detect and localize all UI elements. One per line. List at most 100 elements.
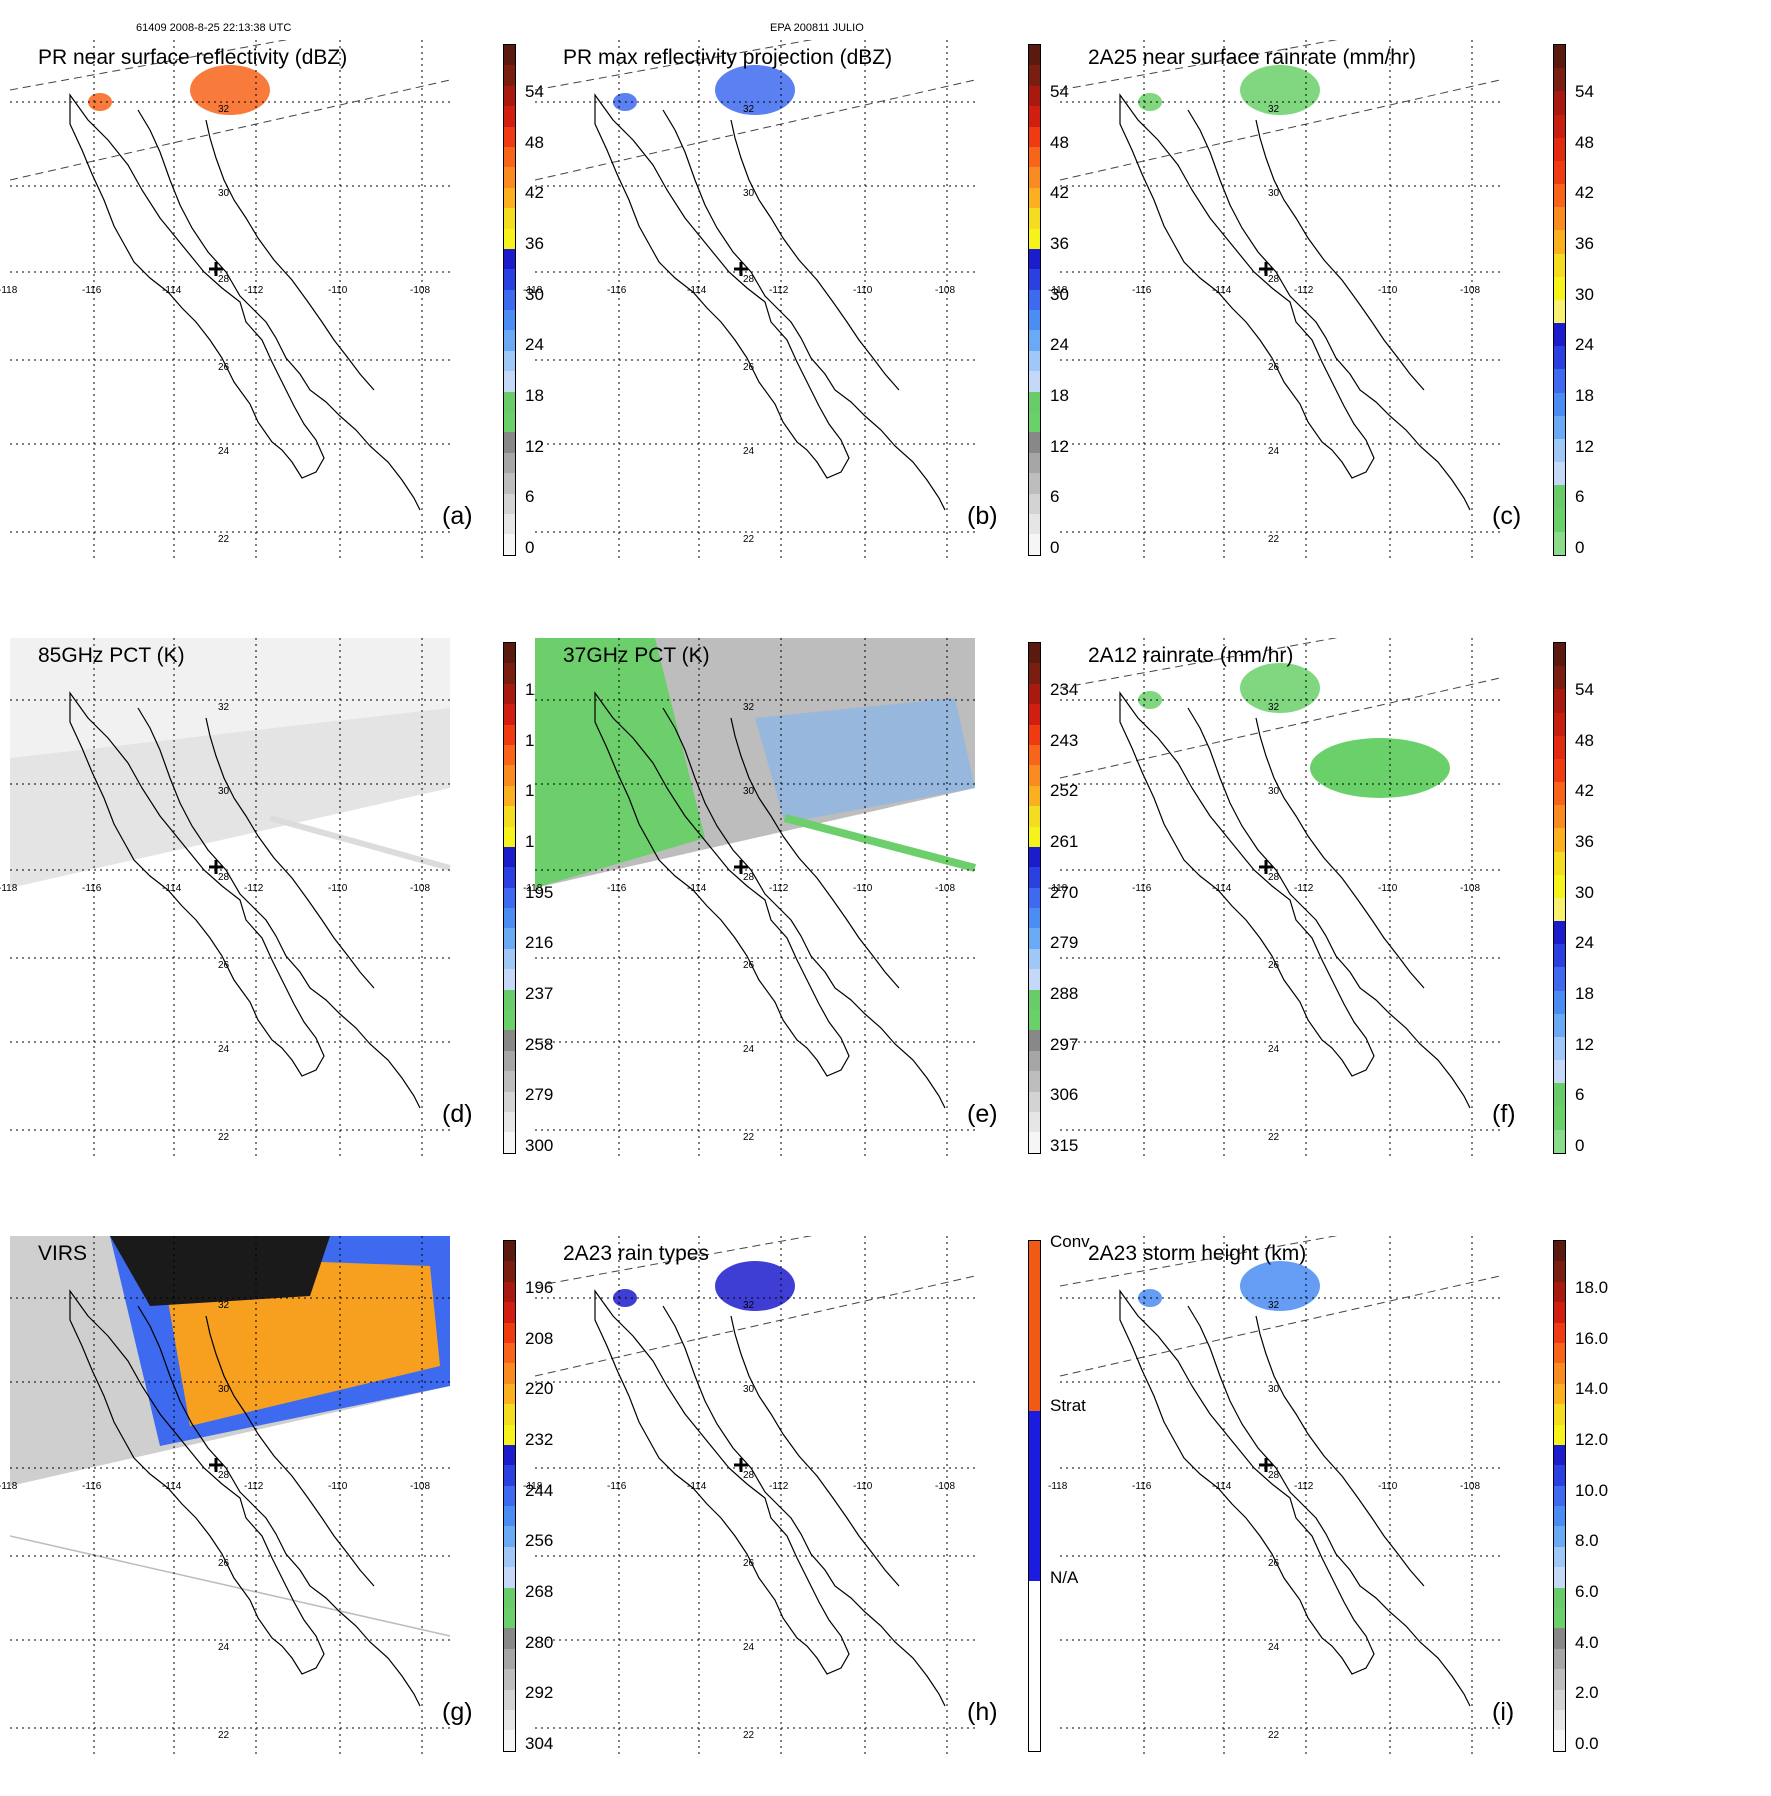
colorbar-segment <box>1554 299 1565 324</box>
lat-label: 32 <box>1268 1300 1280 1311</box>
colorbar-tick: N/A <box>1050 1568 1079 1587</box>
lon-label: -108 <box>935 1481 956 1492</box>
colorbar-tick: 195 <box>525 882 554 902</box>
colorbar-tick: 297 <box>1050 1034 1079 1054</box>
colorbar-ticks: 54 48 42 36 30 24 18 12 6 0 <box>1575 638 1625 1158</box>
colorbar-segment <box>1554 666 1565 690</box>
panel-label: (f) <box>1492 1100 1516 1128</box>
colorbar-tick: 12.0 <box>1575 1430 1609 1449</box>
colorbar-segment <box>1554 689 1565 713</box>
colorbar-segment <box>1554 1404 1565 1425</box>
colorbar-segment <box>1554 160 1565 185</box>
panel-title: 2A12 rainrate (mm/hr) <box>1088 644 1294 667</box>
colorbar-segment <box>1554 1546 1565 1568</box>
colorbar-segment <box>1554 1302 1565 1323</box>
colorbar-segment <box>1029 969 1040 990</box>
colorbar-segment <box>504 1587 515 1609</box>
map-canvas <box>10 1236 451 1756</box>
lon-label: -108 <box>410 285 431 296</box>
colorbar-segment <box>1029 704 1040 725</box>
lon-label: -118 <box>1048 883 1068 894</box>
colorbar-segment <box>504 208 515 229</box>
colorbar-segment <box>1029 1581 1040 1751</box>
colorbar-tick: 54 <box>1050 82 1069 101</box>
colorbar-segment <box>1554 137 1565 161</box>
colorbar-segment <box>1029 126 1040 147</box>
colorbar-segment <box>504 846 515 868</box>
map-c <box>1060 40 1550 560</box>
colorbar-ticks: Conv Strat N/A <box>1050 1232 1100 1756</box>
colorbar-tick: 24 <box>1575 933 1594 953</box>
lon-label: -112 <box>769 1481 789 1492</box>
lon-label: -114 <box>162 1481 182 1492</box>
lat-label: 28 <box>218 274 230 285</box>
colorbar-tick: 0 <box>1050 538 1060 557</box>
colorbar-tick: 18 <box>1575 386 1594 405</box>
colorbar-segment <box>504 1132 515 1153</box>
lat-label: 26 <box>743 362 755 373</box>
lat-label: 28 <box>1268 872 1280 883</box>
colorbar-segment <box>1554 851 1565 875</box>
lat-label: 26 <box>743 1558 755 1569</box>
colorbar-segment <box>1554 253 1565 277</box>
colorbar-segment <box>1554 1730 1565 1751</box>
lon-label: -108 <box>410 883 431 894</box>
colorbar-segment <box>504 1404 515 1425</box>
colorbar-segment <box>1029 806 1040 827</box>
colorbar-segment <box>1029 643 1040 664</box>
colorbar-tick: 6 <box>1575 1085 1585 1105</box>
colorbar-segment <box>1554 874 1565 898</box>
colorbar-segment <box>1029 1010 1040 1031</box>
colorbar-segment <box>1029 1411 1040 1581</box>
map-canvas <box>1060 1236 1501 1756</box>
map-i <box>1060 1236 1550 1756</box>
panel-label: (a) <box>442 502 473 530</box>
lat-label: 24 <box>218 1642 230 1653</box>
colorbar-segment <box>504 1709 515 1731</box>
colorbar-segment <box>1029 289 1040 311</box>
lon-label: -116 <box>82 285 102 296</box>
colorbar-ticks: 54 48 42 36 30 24 18 12 6 0 <box>1575 40 1625 560</box>
colorbar-tick: 18 <box>525 386 544 405</box>
panel-title: VIRS <box>38 1242 88 1265</box>
colorbar-segment <box>1554 1036 1565 1061</box>
colorbar-tick: 24 <box>1050 335 1069 355</box>
colorbar-segment <box>504 1071 515 1092</box>
colorbar-tick: 279 <box>525 1085 554 1105</box>
colorbar-tick: 2.0 <box>1575 1683 1599 1703</box>
colorbar-segment <box>1029 208 1040 229</box>
colorbar-segment <box>1554 276 1565 300</box>
colorbar-segment <box>1029 452 1040 474</box>
colorbar-segment <box>1029 513 1040 535</box>
colorbar-segment <box>1554 1322 1565 1343</box>
colorbar-tick: 315 <box>1050 1136 1079 1155</box>
colorbar-segment <box>1029 65 1040 86</box>
colorbar-segment <box>504 1526 515 1547</box>
colorbar-tick: 48 <box>1575 730 1594 750</box>
colorbar-tick: 0 <box>525 538 535 557</box>
lat-label: 28 <box>743 872 755 883</box>
colorbar <box>503 44 516 556</box>
panel-title: 2A23 storm height (km) <box>1088 1242 1307 1265</box>
colorbar-segment <box>1029 989 1040 1011</box>
colorbar-segment <box>1554 508 1565 532</box>
colorbar-segment <box>1029 846 1040 868</box>
panel-title: PR near surface reflectivity (dBZ) <box>38 46 348 69</box>
colorbar <box>503 1240 516 1752</box>
colorbar-segment <box>1029 391 1040 413</box>
colorbar-segment <box>1554 1261 1565 1282</box>
lat-label: 30 <box>1268 1384 1280 1395</box>
colorbar-segment <box>504 1241 515 1262</box>
colorbar-tick: 24 <box>1575 335 1594 355</box>
colorbar <box>1553 1240 1566 1752</box>
colorbar-tick: 18.0 <box>1575 1278 1609 1297</box>
lon-label: -110 <box>853 1481 873 1492</box>
colorbar-segment <box>1554 1083 1565 1107</box>
lat-label: 24 <box>1268 1044 1280 1055</box>
colorbar-segment <box>1554 1465 1565 1486</box>
colorbar-tick: 0 <box>1575 538 1585 557</box>
colorbar-segment <box>504 534 515 555</box>
colorbar-segment <box>504 1648 515 1670</box>
colorbar-segment <box>504 513 515 535</box>
lat-label: 28 <box>1268 274 1280 285</box>
